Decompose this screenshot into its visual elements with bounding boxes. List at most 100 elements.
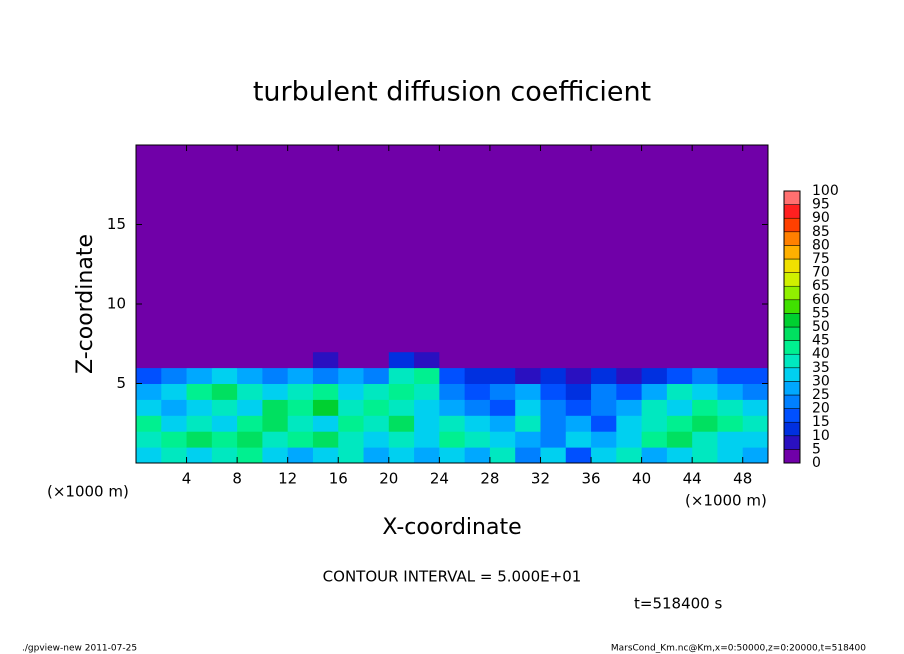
x-unit-label: (×1000 m)	[685, 492, 767, 510]
colorbar-swatch	[783, 381, 801, 396]
colorbar-swatch	[783, 217, 801, 233]
cell	[666, 399, 693, 416]
cell	[717, 447, 744, 464]
cell	[616, 383, 643, 400]
colorbar-swatch	[783, 285, 801, 301]
cell	[641, 351, 668, 369]
cell	[692, 431, 718, 448]
cell	[136, 399, 162, 416]
colorbar-swatch	[783, 245, 801, 260]
cell	[616, 351, 643, 369]
cell	[312, 383, 339, 400]
cell	[312, 431, 339, 448]
cell	[666, 383, 693, 400]
cell	[287, 399, 314, 416]
cell	[338, 351, 365, 369]
colorbar-label: 10	[812, 428, 830, 444]
cell	[565, 383, 592, 400]
cell	[312, 145, 339, 353]
cell	[616, 431, 643, 448]
cell	[363, 399, 390, 416]
x-tick-label: 12	[278, 470, 297, 488]
cell	[489, 383, 516, 400]
colorbar-frame	[783, 190, 801, 464]
cell	[540, 383, 567, 400]
cell	[666, 145, 693, 353]
cell	[540, 145, 567, 353]
colorbar-label: 60	[812, 292, 830, 308]
cell	[211, 431, 238, 448]
cell	[565, 367, 592, 384]
cell	[515, 351, 541, 369]
cell	[666, 367, 693, 384]
cell	[414, 431, 440, 448]
cell	[338, 431, 365, 448]
cell	[515, 145, 541, 353]
cell	[565, 447, 592, 464]
cell	[287, 415, 314, 432]
colorbar-swatch	[783, 421, 801, 437]
cell	[692, 447, 718, 464]
cell	[262, 415, 289, 432]
cell	[237, 399, 263, 416]
cell	[616, 399, 643, 416]
colorbar-label: 30	[812, 373, 830, 389]
cell	[692, 351, 718, 369]
x-tick-label: 44	[683, 470, 702, 488]
cell	[363, 447, 390, 464]
cell	[439, 383, 466, 400]
cell	[388, 399, 415, 416]
cell	[641, 145, 668, 353]
cell	[136, 447, 162, 464]
colorbar-swatch	[783, 313, 801, 328]
colorbar-label: 85	[812, 224, 830, 240]
cell	[489, 415, 516, 432]
cell	[439, 399, 466, 416]
cell	[515, 447, 541, 464]
cell	[338, 383, 365, 400]
cell	[540, 415, 567, 432]
cell	[388, 431, 415, 448]
cell	[186, 415, 213, 432]
cell	[717, 383, 744, 400]
cell	[388, 447, 415, 464]
cell	[641, 399, 668, 416]
cell	[363, 145, 390, 353]
x-tick-label: 16	[329, 470, 348, 488]
colorbar-label: 15	[812, 414, 830, 430]
cell	[464, 447, 491, 464]
cell	[262, 447, 289, 464]
cell	[692, 145, 718, 353]
cell	[489, 431, 516, 448]
cell	[237, 351, 263, 369]
cell	[211, 447, 238, 464]
cell	[161, 383, 188, 400]
colorbar-swatch	[783, 408, 801, 423]
cell	[338, 447, 365, 464]
cell	[439, 367, 466, 384]
cell	[414, 399, 440, 416]
colorbar-swatch	[783, 272, 801, 287]
cell	[312, 415, 339, 432]
colorbar-label: 50	[812, 319, 830, 335]
time-label: t=518400 s	[634, 595, 722, 613]
colorbar-label: 55	[812, 305, 830, 321]
cell	[287, 383, 314, 400]
cell	[161, 367, 188, 384]
colorbar-swatch	[783, 204, 801, 219]
cell	[363, 383, 390, 400]
cell	[262, 431, 289, 448]
cell	[616, 415, 643, 432]
colorbar-swatch	[783, 394, 801, 409]
cell	[363, 431, 390, 448]
colorbar-swatch	[783, 326, 801, 341]
cell	[540, 447, 567, 464]
cell	[312, 367, 339, 384]
cell	[641, 383, 668, 400]
cell	[363, 415, 390, 432]
cell	[565, 431, 592, 448]
cell	[591, 351, 617, 369]
cell	[742, 351, 769, 369]
cell	[742, 367, 769, 384]
cell	[186, 351, 213, 369]
